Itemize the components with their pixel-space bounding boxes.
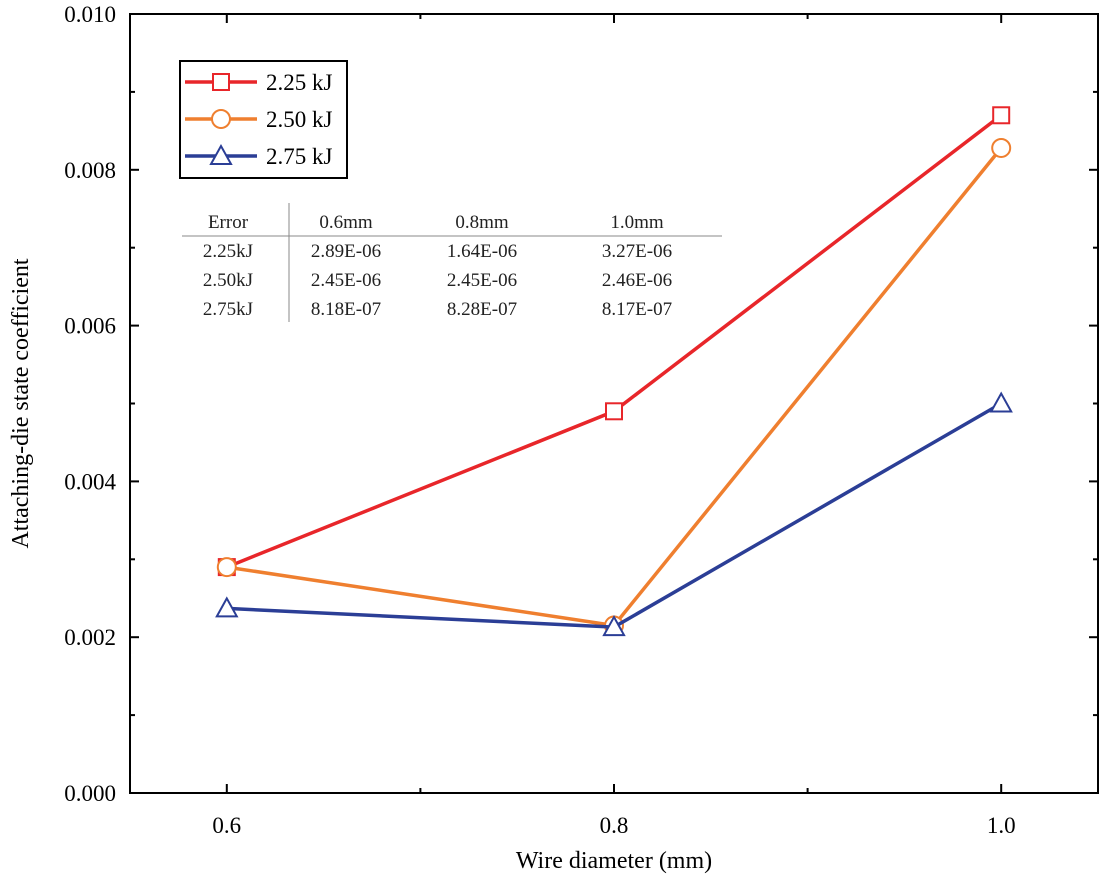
data-point: [992, 106, 1011, 125]
table-cell: 2.75kJ: [203, 299, 253, 320]
legend: 2.25 kJ 2.50 kJ 2.75 kJ: [179, 60, 348, 179]
legend-entry: 2.25 kJ: [185, 70, 333, 95]
table-cell: 1.64E-06: [447, 241, 517, 262]
x-tick-label: 0.8: [600, 813, 629, 838]
y-tick-label: 0.002: [64, 625, 116, 650]
data-point: [602, 615, 626, 637]
table-cell: 2.45E-06: [311, 270, 381, 291]
table-cell: 2.46E-06: [602, 270, 672, 291]
table-cell: 8.28E-07: [447, 299, 517, 320]
data-point: [215, 596, 239, 618]
series-layer: [215, 106, 1013, 637]
y-axis-title: Attaching-die state coefficient: [8, 258, 34, 548]
table-header-cell: 0.6mm: [319, 212, 373, 233]
data-point: [991, 137, 1012, 158]
table-cell: 2.45E-06: [447, 270, 517, 291]
error-table: Error 0.6mm 0.8mm 1.0mm 2.25kJ 2.89E-06 1.64E-…: [182, 203, 722, 322]
y-tick-label: 0.010: [64, 2, 116, 27]
x-tick-label: 1.0: [987, 813, 1016, 838]
y-tick-label: 0.006: [64, 314, 116, 339]
table-cell: 2.89E-06: [311, 241, 381, 262]
axis-ticks: [130, 13, 1098, 794]
legend-marker: [211, 109, 231, 129]
data-point: [216, 557, 237, 578]
legend-label: 2.25 kJ: [266, 70, 333, 95]
data-point: [989, 391, 1013, 413]
legend-label: 2.50 kJ: [266, 107, 333, 132]
table-cell: 2.25kJ: [203, 241, 253, 262]
series-line: [226, 113, 1003, 569]
y-tick-label: 0.000: [64, 781, 116, 806]
table-header-cell: Error: [208, 212, 249, 233]
y-tick-label: 0.004: [64, 469, 116, 494]
table-cell: 8.18E-07: [311, 299, 381, 320]
legend-entry: 2.50 kJ: [185, 107, 333, 132]
legend-entry: 2.75 kJ: [185, 143, 333, 169]
x-tick-label: 0.6: [212, 813, 241, 838]
data-point: [605, 402, 623, 421]
table-cell: 3.27E-06: [602, 241, 672, 262]
x-axis-title: Wire diameter (mm): [516, 848, 712, 874]
series-line: [226, 401, 1003, 629]
legend-marker: [209, 143, 233, 165]
legend-label: 2.75 kJ: [266, 144, 333, 169]
y-tick-label: 0.008: [64, 158, 116, 183]
table-header-cell: 1.0mm: [610, 212, 664, 233]
tick-labels: 0.000 0.002 0.004 0.006 0.008 0.010 0.6 0.8 1.0: [64, 2, 1015, 838]
table-cell: 8.17E-07: [602, 299, 672, 320]
table-header-cell: 0.8mm: [455, 212, 509, 233]
series-triangle: [215, 391, 1013, 637]
legend-marker: [212, 73, 230, 91]
table-cell: 2.50kJ: [203, 270, 253, 291]
